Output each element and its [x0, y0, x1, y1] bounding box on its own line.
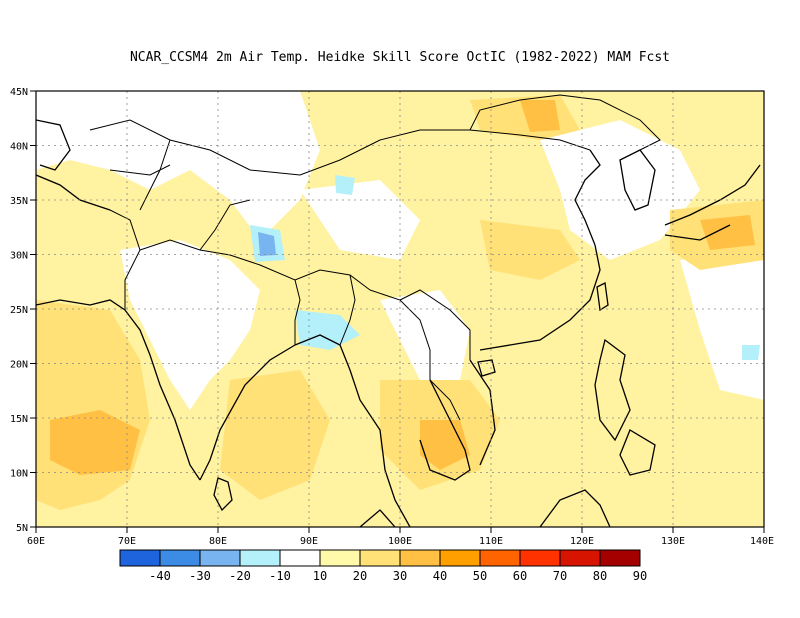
colorbar-label: 40 — [433, 569, 447, 583]
lon-label: 80E — [209, 536, 227, 547]
lon-label: 90E — [300, 536, 318, 547]
lon-labels: 60E 70E 80E 90E 100E 110E 120E 130E 140E — [27, 536, 774, 547]
colorbar-label: -40 — [149, 569, 171, 583]
colorbar-swatch — [199, 549, 241, 567]
lat-labels: 45N 40N 35N 30N 25N 20N 15N 10N 5N — [10, 87, 28, 534]
orange40-region-cambodia — [420, 420, 470, 470]
white-region-china-east — [540, 120, 700, 260]
colorbar-label: -10 — [269, 569, 291, 583]
colorbar-label: 60 — [513, 569, 527, 583]
lon-label: 100E — [388, 536, 412, 547]
lon-label: 120E — [570, 536, 594, 547]
blue20-region-nepal — [258, 232, 276, 256]
colorbar-swatch — [479, 549, 521, 567]
colorbar-swatch — [559, 549, 601, 567]
colorbar-label: -20 — [229, 569, 251, 583]
colorbar-label: -30 — [189, 569, 211, 583]
colorbar-swatch — [239, 549, 281, 567]
map-field — [36, 91, 764, 527]
coastlines — [36, 119, 761, 527]
lon-label: 70E — [118, 536, 136, 547]
lat-label: 20N — [10, 360, 28, 371]
colorbar-swatch — [279, 549, 321, 567]
orange40-region-mongolia — [520, 100, 560, 132]
graticule — [36, 91, 764, 527]
orange40-region-arabian — [50, 410, 140, 475]
colorbar-label: 80 — [593, 569, 607, 583]
colorbar-swatch — [119, 549, 161, 567]
colorbar-label: 90 — [633, 569, 647, 583]
lat-label: 5N — [16, 523, 28, 534]
colorbar-label: 30 — [393, 569, 407, 583]
blue10-region-pacific — [742, 345, 760, 360]
country-borders — [89, 94, 661, 421]
colorbar-swatch — [399, 549, 441, 567]
lon-label: 110E — [479, 536, 503, 547]
white-region-north — [36, 91, 320, 240]
lat-label: 25N — [10, 305, 28, 316]
lat-label: 40N — [10, 142, 28, 153]
lon-label: 140E — [750, 536, 774, 547]
lat-label: 35N — [10, 196, 28, 207]
colorbar-label: 50 — [473, 569, 487, 583]
colorbar-label: 10 — [313, 569, 327, 583]
colorbar: -40 -30 -20 -10 10 20 30 40 50 60 70 80 90 — [119, 549, 647, 583]
white-region-pacific — [680, 250, 764, 400]
tick-marks — [30, 90, 765, 533]
colorbar-swatch — [599, 549, 641, 567]
lon-label: 60E — [27, 536, 45, 547]
colorbar-swatch — [319, 549, 361, 567]
colorbar-swatch — [159, 549, 201, 567]
colorbar-swatch — [439, 549, 481, 567]
colorbar-swatch — [519, 549, 561, 567]
colorbar-swatch — [359, 549, 401, 567]
lat-label: 45N — [10, 87, 28, 98]
lon-label: 130E — [661, 536, 685, 547]
orange30-region-china-central — [480, 220, 580, 280]
colorbar-label: 70 — [553, 569, 567, 583]
blue10-region-bangladesh — [295, 310, 360, 350]
map-title: NCAR_CCSM4 2m Air Temp. Heidke Skill Sco… — [129, 50, 671, 65]
white-region-india — [120, 240, 260, 410]
orange30-region-bay — [220, 370, 330, 500]
lat-label: 10N — [10, 469, 28, 480]
blue10-region-tibet — [335, 175, 355, 195]
lat-label: 15N — [10, 414, 28, 425]
orange40-region-japan — [700, 215, 755, 250]
colorbar-label: 20 — [353, 569, 367, 583]
lat-label: 30N — [10, 251, 28, 262]
